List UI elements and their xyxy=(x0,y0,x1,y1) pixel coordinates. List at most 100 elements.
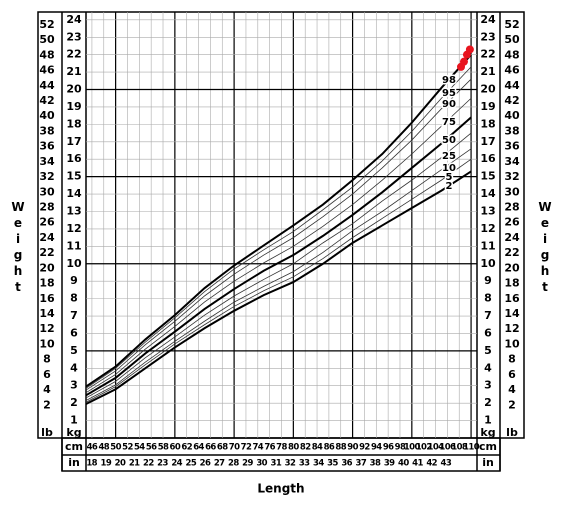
percentile-curve xyxy=(85,132,472,399)
y2-tick-label: 16 xyxy=(39,292,55,305)
x2-tick-label: 42 xyxy=(426,459,437,469)
x2-tick-label: 34 xyxy=(313,459,324,469)
x2-tick-label: 25 xyxy=(186,459,197,469)
y2-tick-label: 34 xyxy=(39,155,55,168)
percentile-curve xyxy=(85,97,472,394)
y-unit: kg xyxy=(66,426,81,439)
y2-tick-label: 6 xyxy=(508,368,516,381)
y-tick-label: 9 xyxy=(70,274,78,287)
measurement-point xyxy=(459,57,468,66)
y-tick-label: 10 xyxy=(66,257,82,270)
x2-tick-label: 35 xyxy=(327,459,338,469)
y-tick-label: 16 xyxy=(480,152,496,165)
x2-tick-label: 31 xyxy=(271,459,282,469)
y2-tick-label: 4 xyxy=(43,383,51,396)
y-tick-label: 23 xyxy=(66,30,81,43)
y2-tick-label: 48 xyxy=(39,48,54,61)
y2-tick-label: 2 xyxy=(508,398,516,411)
percentile-label: 50 xyxy=(442,135,456,146)
x-tick-label: 100 xyxy=(404,443,421,453)
y-axis-label: Weight xyxy=(538,200,552,296)
x2-tick-label: 28 xyxy=(228,459,239,469)
x2-tick-label: 40 xyxy=(398,459,409,469)
x2-tick-label: 43 xyxy=(441,459,452,469)
x2-tick-label: 29 xyxy=(242,459,253,469)
y2-tick-label: 32 xyxy=(504,170,519,183)
x-tick-label: 96 xyxy=(383,443,394,453)
y2-tick-label: 8 xyxy=(43,353,51,366)
x2-unit: in xyxy=(482,456,494,469)
y-tick-label: 8 xyxy=(70,292,78,305)
y-axis-label: Weight xyxy=(11,200,25,296)
x2-tick-label: 20 xyxy=(115,459,126,469)
percentile-curve xyxy=(85,158,472,403)
y2-unit: lb xyxy=(41,426,53,439)
x-tick-label: 46 xyxy=(87,443,98,453)
percentile-curve xyxy=(85,170,472,405)
y2-tick-label: 28 xyxy=(504,201,519,214)
y2-tick-label: 44 xyxy=(504,79,520,92)
x-unit: cm xyxy=(479,440,497,453)
y-tick-label: 17 xyxy=(480,135,495,148)
y2-tick-label: 52 xyxy=(39,18,54,31)
y-tick-label: 14 xyxy=(480,187,496,200)
y-tick-label: 11 xyxy=(480,239,495,252)
x-tick-label: 64 xyxy=(193,443,204,453)
x2-tick-label: 26 xyxy=(200,459,211,469)
y-tick-label: 9 xyxy=(484,274,492,287)
y2-tick-label: 22 xyxy=(39,246,54,259)
y2-tick-label: 44 xyxy=(39,79,55,92)
percentile-label: 75 xyxy=(442,117,456,128)
y-tick-label: 19 xyxy=(66,100,81,113)
y2-tick-label: 10 xyxy=(504,337,520,350)
x-tick-label: 50 xyxy=(110,443,121,453)
x2-tick-label: 27 xyxy=(214,459,225,469)
y2-tick-label: 48 xyxy=(504,48,519,61)
y-tick-label: 19 xyxy=(480,100,495,113)
y2-tick-label: 8 xyxy=(508,353,516,366)
y2-tick-label: 24 xyxy=(39,231,55,244)
y-tick-label: 8 xyxy=(484,292,492,305)
y2-tick-label: 26 xyxy=(39,216,55,229)
y-tick-label: 23 xyxy=(480,30,495,43)
y-tick-label: 5 xyxy=(70,344,78,357)
y-tick-label: 24 xyxy=(66,13,82,26)
percentile-curve xyxy=(85,148,472,401)
x-tick-label: 58 xyxy=(158,443,169,453)
y2-tick-label: 26 xyxy=(504,216,520,229)
x-tick-label: 98 xyxy=(395,443,406,453)
y-tick-label: 4 xyxy=(484,361,492,374)
y2-tick-label: 16 xyxy=(504,292,520,305)
y-unit: kg xyxy=(480,426,495,439)
percentile-label: 95 xyxy=(442,88,456,99)
y-tick-label: 4 xyxy=(70,361,78,374)
y-tick-label: 20 xyxy=(66,83,82,96)
y-tick-label: 15 xyxy=(480,170,495,183)
x-tick-label: 48 xyxy=(98,443,109,453)
y-tick-label: 7 xyxy=(70,309,78,322)
x2-tick-label: 18 xyxy=(86,459,97,469)
percentile-label: 10 xyxy=(442,163,456,174)
x2-tick-label: 21 xyxy=(129,459,140,469)
x-tick-label: 106 xyxy=(439,443,456,453)
x2-tick-label: 19 xyxy=(101,459,112,469)
y2-tick-label: 14 xyxy=(39,307,55,320)
y-tick-label: 6 xyxy=(484,326,492,339)
x-tick-label: 92 xyxy=(359,443,370,453)
y-tick-label: 2 xyxy=(484,396,492,409)
x-tick-label: 72 xyxy=(241,443,252,453)
x-tick-label: 82 xyxy=(300,443,311,453)
y-tick-label: 2 xyxy=(70,396,78,409)
y2-tick-label: 30 xyxy=(39,185,55,198)
x-tick-label: 70 xyxy=(229,443,240,453)
x2-tick-label: 30 xyxy=(256,459,267,469)
x-tick-label: 74 xyxy=(252,443,263,453)
y2-tick-label: 20 xyxy=(504,261,520,274)
x2-tick-label: 32 xyxy=(285,459,296,469)
y2-tick-label: 50 xyxy=(39,33,55,46)
percentile-label: 2 xyxy=(446,181,453,192)
y-tick-label: 18 xyxy=(66,117,81,130)
y-tick-label: 13 xyxy=(480,204,495,217)
percentile-label: 5 xyxy=(446,172,453,183)
y-tick-label: 5 xyxy=(484,344,492,357)
